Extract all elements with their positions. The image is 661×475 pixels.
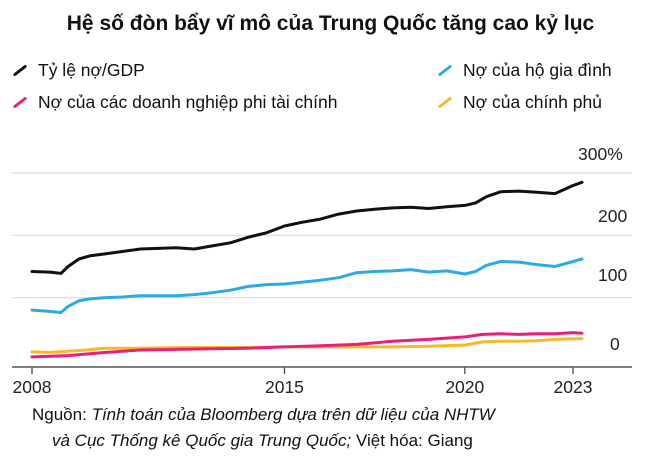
y-tick-label: 100 xyxy=(598,265,627,285)
chart-title: Hệ số đòn bẩy vĩ mô của Trung Quốc tăng … xyxy=(66,12,595,35)
series-line-debt-gdp xyxy=(30,180,584,275)
x-tick-label: 2015 xyxy=(265,377,304,397)
legend-item-nonfinancial: Nợ của các doanh nghiệp phi tài chính xyxy=(12,92,337,113)
legend-label: Nợ của chính phủ xyxy=(463,92,602,112)
line-chart: 300% 200 100 0 2008 2015 2020 2023 xyxy=(12,144,632,397)
legend-label: Nợ của các doanh nghiệp phi tài chính xyxy=(38,92,338,112)
y-tick-label: 300% xyxy=(578,144,623,164)
source-line-2: và Cục Thống kê Quốc gia Trung Quốc; Việ… xyxy=(52,431,473,450)
series-line-household xyxy=(30,257,584,315)
series-line-government xyxy=(30,337,584,354)
legend-label: Tỷ lệ nợ/GDP xyxy=(38,60,145,80)
source-line-1: Nguồn: Tính toán của Bloomberg dựa trên … xyxy=(32,405,495,424)
x-tick-label: 2020 xyxy=(445,377,484,397)
legend-label: Nợ của hộ gia đình xyxy=(463,60,612,80)
series-line-nonfinancial xyxy=(30,331,584,359)
source-note: Nguồn: Tính toán của Bloomberg dựa trên … xyxy=(32,402,495,454)
x-tick-label: 2023 xyxy=(554,377,593,397)
y-tick-label: 200 xyxy=(598,206,627,226)
legend-item-household: Nợ của hộ gia đình xyxy=(437,60,612,81)
legend-item-debt-gdp: Tỷ lệ nợ/GDP xyxy=(12,60,145,81)
legend-item-government: Nợ của chính phủ xyxy=(437,92,602,113)
y-tick-label: 0 xyxy=(610,334,620,354)
x-tick-label: 2008 xyxy=(13,377,52,397)
